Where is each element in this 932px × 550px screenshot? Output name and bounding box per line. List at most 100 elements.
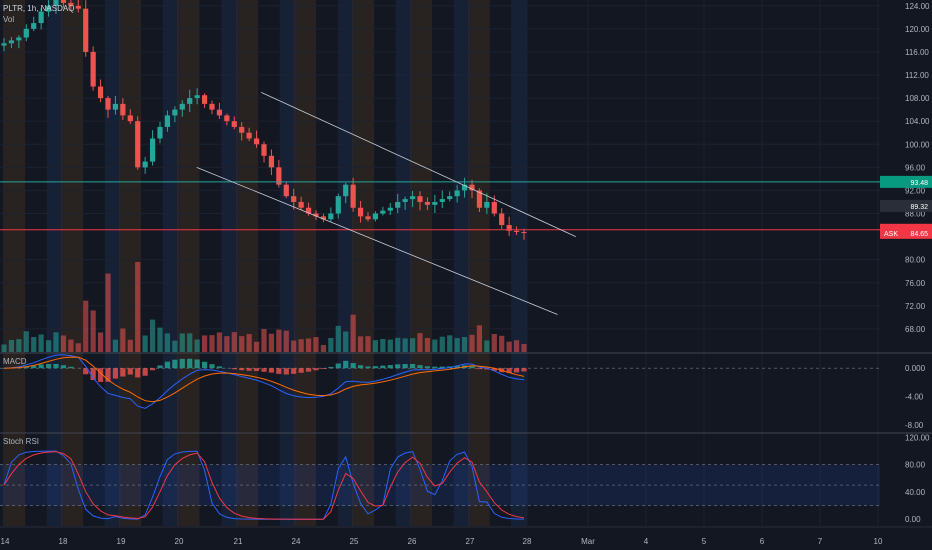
volume-bar [276, 329, 282, 352]
volume-bar [409, 338, 416, 352]
candle-body [276, 167, 282, 185]
volume-bar [268, 333, 275, 352]
volume-bar [224, 336, 230, 352]
macd-histogram-bar [261, 368, 267, 372]
time-tick-label: 18 [59, 537, 68, 546]
macd-histogram-bar [432, 366, 438, 369]
macd-histogram-bar [276, 368, 282, 374]
volume-bar [261, 329, 267, 352]
macd-histogram-bar [365, 366, 371, 369]
candle-body [38, 11, 44, 24]
volume-bar [291, 340, 297, 352]
macd-histogram-bar [31, 365, 37, 369]
volume-bar [305, 338, 312, 352]
volume-bar [45, 340, 52, 352]
time-tick-label: 4 [644, 537, 649, 546]
afterhours-band [395, 0, 412, 526]
candle-body [357, 207, 364, 217]
macd-histogram-bar [201, 361, 208, 369]
candle-body [179, 103, 185, 110]
price-tick-label: 88.00 [905, 210, 926, 219]
candle-body [476, 190, 483, 208]
volume-bars [1, 262, 527, 352]
volume-bar [461, 336, 468, 352]
volume-bar [149, 319, 156, 352]
macd-histogram-bar [68, 366, 74, 369]
time-tick-label: 19 [117, 537, 126, 546]
volume-bar [320, 344, 327, 352]
candle-body [68, 2, 74, 6]
candle-body [506, 225, 512, 231]
volume-bar [372, 340, 379, 352]
candle-body [16, 37, 22, 41]
volume-bar [194, 339, 200, 352]
time-tick-label: 21 [234, 537, 243, 546]
stoch-rsi-pane [0, 450, 880, 520]
macd-histogram-bar [97, 368, 104, 382]
volume-bar [216, 332, 223, 352]
volume-bar [432, 339, 438, 352]
candle-body [313, 213, 319, 217]
volume-bar [142, 335, 148, 352]
afterhours-band [162, 0, 179, 526]
candle-body [1, 43, 7, 46]
volume-bar [127, 339, 133, 352]
volume-bar [112, 339, 119, 352]
resistance-price-tag-bg [880, 175, 932, 188]
macd-histogram-bar [469, 366, 475, 369]
macd-histogram-bar [231, 368, 237, 370]
price-tick-label: 116.00 [905, 48, 929, 57]
grid-lines [0, 0, 932, 528]
price-tick-label: 120.00 [905, 25, 930, 34]
price-overlays [0, 91, 932, 315]
volume-bar [120, 328, 126, 352]
candle-body [83, 8, 89, 52]
stoch-tick-label: 80.00 [905, 461, 926, 470]
candle-body [365, 216, 371, 220]
candle-body [149, 138, 156, 162]
candle-body [469, 184, 475, 191]
time-tick-label: 5 [702, 537, 707, 546]
candle-body [328, 213, 334, 220]
candle-body [253, 138, 260, 145]
price-tick-label: 72.00 [905, 302, 926, 311]
volume-bar [253, 341, 260, 352]
time-tick-label: 26 [408, 537, 417, 546]
candle-body [194, 95, 200, 99]
candle-body [8, 40, 15, 44]
price-tick-label: 100.00 [905, 140, 930, 149]
macd-histogram-bar [313, 368, 319, 371]
volume-bar [239, 336, 245, 352]
macd-histogram-bar [484, 368, 490, 370]
volume-bar [157, 327, 163, 352]
volume-bar [201, 335, 208, 352]
candle-body [447, 196, 453, 200]
time-tick-label: 24 [292, 537, 301, 546]
candle-body [513, 230, 520, 232]
candle-body [45, 5, 52, 12]
volume-bar [335, 325, 341, 352]
volume-bar [357, 336, 364, 352]
macd-label: MACD [3, 357, 27, 366]
premarket-band [352, 0, 375, 526]
macd-histogram-bar [335, 363, 341, 369]
time-tick-label: 7 [818, 537, 823, 546]
macd-histogram-bar [1, 368, 7, 369]
resistance-price-tag: 93.48 [910, 180, 928, 187]
volume-bar [521, 344, 527, 352]
volume-bar [424, 337, 431, 352]
candle-body [305, 207, 312, 214]
stoch-tick-label: 120.00 [905, 433, 930, 442]
macd-histogram-bar [439, 366, 445, 369]
macd-histogram-bar [298, 368, 304, 373]
volume-bar [417, 333, 423, 352]
candlesticks [1, 0, 527, 240]
time-tick-label: 28 [523, 537, 532, 546]
premarket-band [3, 0, 26, 526]
candle-body [491, 201, 497, 214]
volume-bar [454, 338, 460, 352]
volume-bar [313, 337, 319, 352]
candle-body [335, 196, 341, 214]
